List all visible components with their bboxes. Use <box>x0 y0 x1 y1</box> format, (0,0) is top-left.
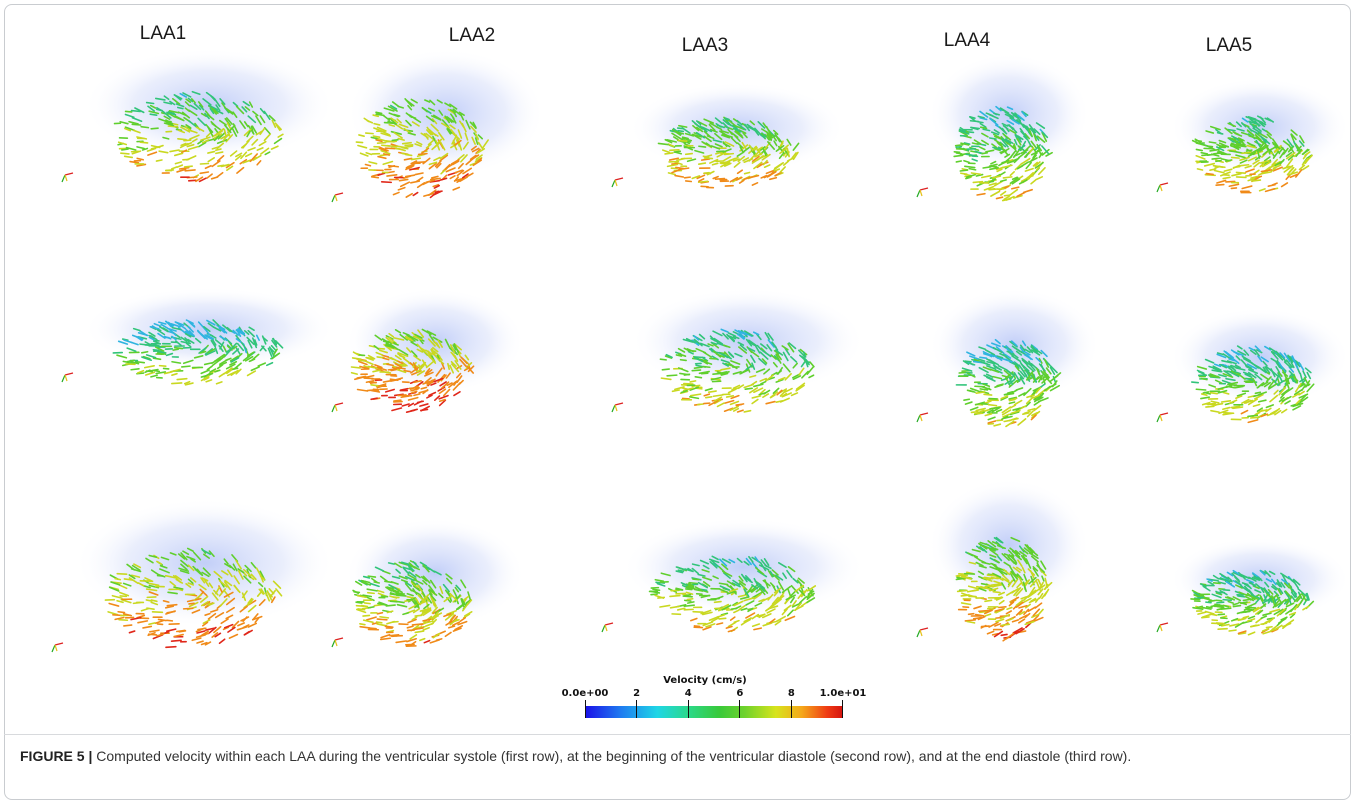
velocity-vector-glyphs <box>648 555 817 633</box>
column-label-laa5: LAA5 <box>1205 35 1253 56</box>
velocity-vector-glyphs <box>350 328 475 413</box>
velocity-field-render <box>61 287 335 386</box>
velocity-field-render <box>611 82 845 189</box>
velocity-field-render <box>1156 537 1350 636</box>
laa-velocity-panel <box>910 475 1090 650</box>
velocity-colorbar-legend: Velocity (cm/s) 0.0e+00 2 4 6 8 1.0e+01 <box>555 675 866 723</box>
laa-surface-shadow <box>622 517 865 617</box>
colorbar-tick-label: 4 <box>684 688 692 699</box>
orientation-axes-icon <box>61 372 74 383</box>
colorbar-tick <box>842 700 843 718</box>
orientation-axes-icon <box>331 637 344 648</box>
orientation-axes-icon <box>916 412 929 423</box>
colorbar-tick-label: 1.0e+01 <box>819 688 867 699</box>
colorbar-title: Velocity (cm/s) <box>663 675 747 686</box>
orientation-axes-icon <box>611 402 624 413</box>
velocity-field-render <box>601 517 865 633</box>
velocity-field-render <box>1156 77 1350 194</box>
laa-velocity-panel <box>605 285 865 425</box>
orientation-axes-icon <box>1156 412 1169 423</box>
laa-velocity-panel <box>55 285 335 395</box>
orientation-axes-icon <box>916 187 929 198</box>
velocity-vector-glyphs <box>1191 115 1313 194</box>
velocity-field-render <box>916 478 1090 642</box>
colorbar-tick <box>688 700 689 718</box>
orientation-axes-icon <box>51 642 64 653</box>
velocity-vector-glyphs <box>659 328 815 413</box>
colorbar-tick <box>739 700 740 718</box>
column-label-laa4: LAA4 <box>943 30 991 51</box>
laa-velocity-panel <box>55 45 335 195</box>
caption-divider <box>4 734 1351 735</box>
figure-caption: FIGURE 5 | Computed velocity within each… <box>20 746 1335 766</box>
velocity-vector-glyphs <box>1191 345 1315 424</box>
velocity-field-render <box>611 287 865 413</box>
colorbar-tick-label: 0.0e+00 <box>561 688 609 699</box>
laa-velocity-panel <box>595 515 865 645</box>
velocity-field-render <box>916 53 1090 202</box>
orientation-axes-icon <box>331 192 344 203</box>
velocity-vector-glyphs <box>1190 569 1315 636</box>
orientation-axes-icon <box>916 627 929 638</box>
laa-velocity-panel <box>325 45 545 215</box>
laa-surface-shadow <box>345 287 525 395</box>
velocity-vector-glyphs <box>953 105 1053 202</box>
velocity-vector-glyphs <box>355 98 489 199</box>
laa-surface-shadow <box>1170 307 1350 407</box>
velocity-field-render <box>51 498 335 653</box>
velocity-vector-glyphs <box>657 116 800 189</box>
velocity-vector-glyphs <box>352 560 473 648</box>
velocity-vector-glyphs <box>113 90 284 183</box>
laa-velocity-panel <box>45 495 335 665</box>
velocity-field-render <box>331 287 525 413</box>
laa-surface-shadow <box>74 498 335 628</box>
velocity-field-render <box>1156 307 1350 424</box>
orientation-axes-icon <box>1156 622 1169 633</box>
orientation-axes-icon <box>61 172 74 183</box>
velocity-vector-glyphs <box>104 547 283 649</box>
velocity-field-render <box>331 48 545 203</box>
velocity-field-render <box>61 48 335 183</box>
velocity-vector-glyphs <box>955 338 1062 428</box>
colorbar-tick <box>636 700 637 718</box>
velocity-vector-glyphs <box>955 536 1053 642</box>
velocity-vector-glyphs <box>112 319 284 386</box>
velocity-field-render <box>916 288 1100 428</box>
figure-caption-label: FIGURE 5 | <box>20 748 93 764</box>
colorbar-tick-label: 2 <box>633 688 641 699</box>
colorbar-gradient <box>585 706 843 718</box>
laa-velocity-panel <box>605 80 845 200</box>
laa-velocity-panel <box>1150 75 1350 205</box>
laa-surface-shadow <box>928 478 1090 612</box>
laa-surface-shadow <box>83 287 335 371</box>
laa-velocity-panel <box>1150 305 1350 435</box>
orientation-axes-icon <box>601 622 614 633</box>
colorbar-tick <box>791 700 792 718</box>
figure-frame: LAA1 LAA2 LAA3 LAA4 LAA5 Velocity (cm/s)… <box>4 4 1351 800</box>
laa-velocity-panel <box>1150 535 1350 645</box>
laa-velocity-panel <box>910 285 1100 435</box>
colorbar-tick-label: 6 <box>736 688 744 699</box>
laa-velocity-panel <box>325 285 525 425</box>
column-label-laa3: LAA3 <box>681 35 729 56</box>
colorbar-tick <box>585 700 586 718</box>
laa-velocity-panel <box>325 515 525 660</box>
column-label-laa2: LAA2 <box>448 25 496 46</box>
orientation-axes-icon <box>331 402 344 413</box>
orientation-axes-icon <box>611 177 624 188</box>
figure-caption-text: Computed velocity within each LAA during… <box>92 748 1132 764</box>
colorbar-tick-label: 8 <box>787 688 795 699</box>
orientation-axes-icon <box>1156 182 1169 193</box>
column-label-laa1: LAA1 <box>139 23 187 44</box>
laa-velocity-panel <box>910 50 1090 210</box>
velocity-field-render <box>331 517 525 648</box>
